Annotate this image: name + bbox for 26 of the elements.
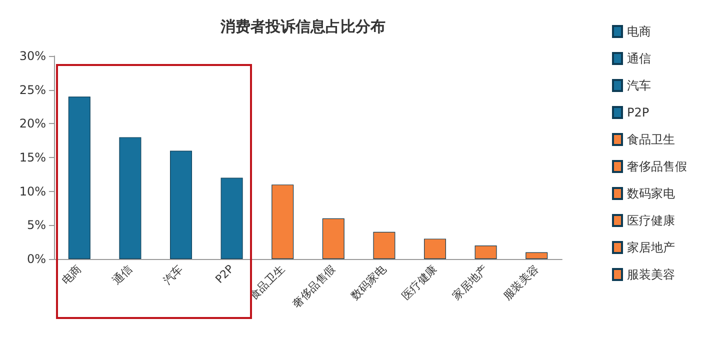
legend-label: 食品卫生 [627, 132, 675, 146]
legend-label: 电商 [627, 24, 651, 38]
x-tick-label: P2P [212, 262, 237, 286]
x-tick-label: 奢侈品售假 [290, 262, 338, 310]
legend-label: 通信 [627, 52, 651, 66]
y-tick-label: 0% [26, 252, 46, 266]
legend-label: 汽车 [627, 78, 651, 92]
legend-label: P2P [627, 106, 650, 120]
x-tick-label: 电商 [59, 262, 84, 288]
y-tick-label: 15% [19, 150, 46, 164]
legend-label: 奢侈品售假 [627, 160, 687, 174]
y-tick-label: 30% [19, 49, 46, 63]
x-tick-label: 通信 [110, 262, 135, 288]
x-tick-label: 医疗健康 [399, 262, 440, 303]
legend-label: 家居地产 [627, 240, 675, 254]
legend-label: 数码家电 [627, 186, 675, 200]
y-tick-label: 25% [19, 82, 46, 97]
y-tick-label: 20% [19, 116, 46, 131]
chart-title: 消费者投诉信息占比分布 [220, 18, 386, 36]
y-tick-label: 10% [19, 184, 46, 198]
legend-label: 医疗健康 [627, 214, 675, 228]
x-tick-label: 服装美容 [500, 262, 542, 303]
x-tick-label: 家居地产 [450, 262, 490, 303]
x-tick-label: 汽车 [160, 262, 186, 288]
x-tick-label: 数码家电 [348, 262, 389, 303]
y-tick-label: 5% [26, 218, 46, 232]
